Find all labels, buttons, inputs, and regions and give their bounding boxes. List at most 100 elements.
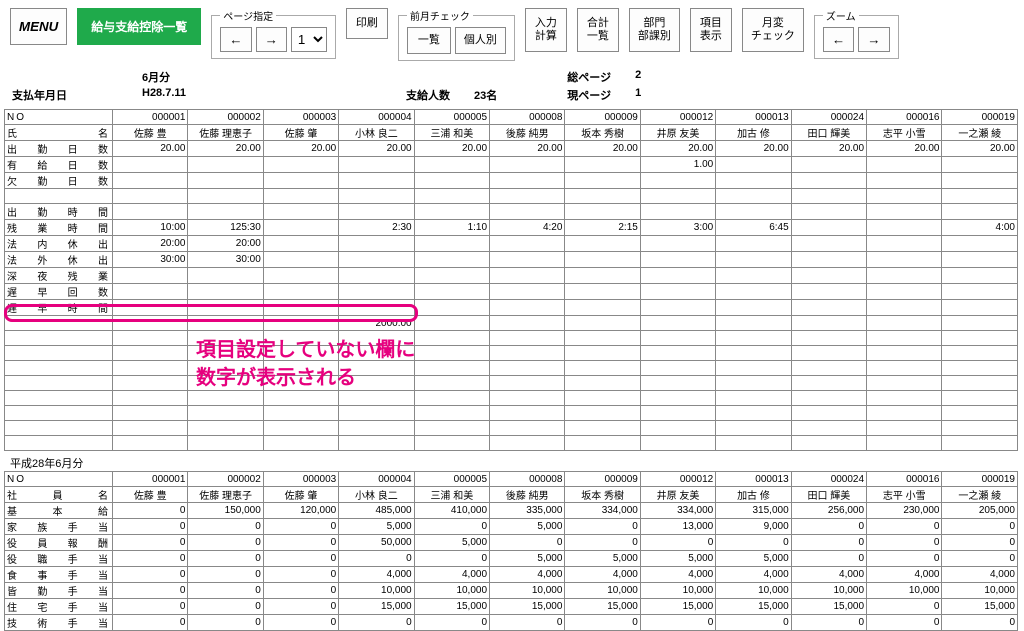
cell <box>867 406 942 421</box>
cell: 000012 <box>640 110 715 125</box>
table-row: 法 内 休 出20:0020:00 <box>5 236 1018 252</box>
print-button[interactable]: 印刷 <box>346 8 388 39</box>
cell: 000016 <box>867 472 942 487</box>
cell: 000009 <box>565 472 640 487</box>
cell <box>640 331 715 346</box>
cell: 1:10 <box>414 220 489 236</box>
cell <box>414 268 489 284</box>
cell <box>942 284 1018 300</box>
cell: 485,000 <box>339 503 414 519</box>
input-calc-button[interactable]: 入力計算 <box>525 8 567 52</box>
cell <box>339 204 414 220</box>
cell: 0 <box>263 519 338 535</box>
page-select[interactable]: 1 <box>291 27 327 52</box>
cell <box>716 189 791 204</box>
cell: 0 <box>867 615 942 631</box>
cell <box>113 284 188 300</box>
prev-month-list-button[interactable]: 一覧 <box>407 27 451 54</box>
info-date: H28.7.11 <box>142 87 186 99</box>
table-row: 住 宅 手 当00015,00015,00015,00015,00015,000… <box>5 599 1018 615</box>
table-row <box>5 331 1018 346</box>
cell <box>263 391 338 406</box>
cell <box>414 316 489 331</box>
cell <box>791 391 866 406</box>
cell: 000004 <box>339 110 414 125</box>
cell: 志平 小雪 <box>867 487 942 503</box>
cell <box>716 268 791 284</box>
cell: 0 <box>113 615 188 631</box>
cell <box>565 361 640 376</box>
cell: 0 <box>263 551 338 567</box>
title-button[interactable]: 給与支給控除一覧 <box>77 8 201 45</box>
cell: 三浦 和美 <box>414 487 489 503</box>
table-row: NO00000100000200000300000400000500000800… <box>5 472 1018 487</box>
cell <box>414 361 489 376</box>
cell <box>867 236 942 252</box>
cell: 井原 友美 <box>640 125 715 141</box>
cell <box>490 376 565 391</box>
cell: 0 <box>188 599 263 615</box>
page-prev-button[interactable]: ← <box>220 27 251 52</box>
page-next-button[interactable]: → <box>256 27 287 52</box>
cell: 0 <box>716 535 791 551</box>
cell: 000002 <box>188 110 263 125</box>
cell: 20.00 <box>263 141 338 157</box>
count-value: 23名 <box>474 87 497 103</box>
table-row: 食 事 手 当0004,0004,0004,0004,0004,0004,000… <box>5 567 1018 583</box>
cell <box>716 331 791 346</box>
cell <box>263 300 338 316</box>
cell <box>263 436 338 451</box>
cell <box>113 391 188 406</box>
row-label: 遅 早 回 数 <box>5 284 113 300</box>
cell <box>942 361 1018 376</box>
cell <box>640 268 715 284</box>
prev-month-indiv-button[interactable]: 個人別 <box>455 27 506 54</box>
menu-button[interactable]: MENU <box>10 8 67 45</box>
cell: 佐藤 豊 <box>113 487 188 503</box>
cell <box>263 236 338 252</box>
cell <box>716 406 791 421</box>
cell: 0 <box>339 615 414 631</box>
cell: 4,000 <box>490 567 565 583</box>
total-list-button[interactable]: 合計一覧 <box>577 8 619 52</box>
cell: 20.00 <box>716 141 791 157</box>
cell: 0 <box>565 519 640 535</box>
cell: 0 <box>942 535 1018 551</box>
cell: 後藤 純男 <box>490 125 565 141</box>
row-label <box>5 331 113 346</box>
cell: 5,000 <box>490 551 565 567</box>
cell <box>339 406 414 421</box>
table-row: 欠 勤 日 数 <box>5 173 1018 189</box>
cell: 0 <box>640 615 715 631</box>
cell <box>188 189 263 204</box>
cell: 0 <box>113 519 188 535</box>
cell: 000001 <box>113 472 188 487</box>
top-table: NO00000100000200000300000400000500000800… <box>4 109 1018 451</box>
item-disp-button[interactable]: 項目表示 <box>690 8 732 52</box>
row-label: 役 員 報 酬 <box>5 535 113 551</box>
cell: 0 <box>188 567 263 583</box>
cell <box>942 421 1018 436</box>
bottom-table: NO00000100000200000300000400000500000800… <box>4 471 1018 631</box>
cell: 000019 <box>942 472 1018 487</box>
zoom-in-button[interactable]: → <box>858 27 889 52</box>
cell <box>339 346 414 361</box>
zoom-out-button[interactable]: ← <box>823 27 854 52</box>
cell: 0 <box>188 583 263 599</box>
cell: 50,000 <box>339 535 414 551</box>
cell <box>565 391 640 406</box>
cell <box>490 236 565 252</box>
table-row: 遅 早 時 間 <box>5 300 1018 316</box>
dept-list-button[interactable]: 部門部課別 <box>629 8 680 52</box>
cell <box>565 406 640 421</box>
cell <box>640 361 715 376</box>
cell: 0 <box>188 519 263 535</box>
cell <box>414 236 489 252</box>
month-change-button[interactable]: 月変チェック <box>742 8 804 52</box>
cell <box>716 204 791 220</box>
row-label: NO <box>5 472 113 487</box>
cell: 2000.00 <box>339 316 414 331</box>
cell: 000013 <box>716 110 791 125</box>
cell <box>188 436 263 451</box>
section2-title: 平成28年6月分 <box>0 451 1024 471</box>
